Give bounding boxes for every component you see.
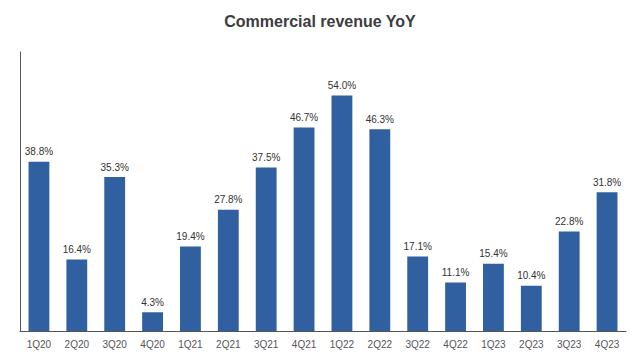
svg-text:1Q21: 1Q21 — [178, 339, 203, 350]
svg-text:17.1%: 17.1% — [404, 241, 432, 252]
svg-text:2Q20: 2Q20 — [65, 339, 90, 350]
svg-text:4.3%: 4.3% — [141, 297, 164, 308]
svg-text:3Q21: 3Q21 — [254, 339, 279, 350]
svg-text:31.8%: 31.8% — [593, 177, 621, 188]
svg-text:3Q20: 3Q20 — [102, 339, 127, 350]
svg-text:27.8%: 27.8% — [214, 194, 242, 205]
svg-text:2Q22: 2Q22 — [368, 339, 393, 350]
svg-text:35.3%: 35.3% — [101, 162, 129, 173]
svg-text:2Q23: 2Q23 — [519, 339, 544, 350]
svg-text:46.7%: 46.7% — [290, 112, 318, 123]
svg-text:11.1%: 11.1% — [442, 267, 470, 278]
svg-text:4Q20: 4Q20 — [140, 339, 165, 350]
svg-text:1Q20: 1Q20 — [27, 339, 52, 350]
svg-text:1Q22: 1Q22 — [330, 339, 355, 350]
svg-text:10.4%: 10.4% — [517, 270, 545, 281]
svg-text:38.8%: 38.8% — [25, 146, 53, 157]
svg-text:Commercial revenue YoY: Commercial revenue YoY — [224, 13, 416, 30]
svg-text:1Q23: 1Q23 — [481, 339, 506, 350]
svg-text:22.8%: 22.8% — [555, 216, 583, 227]
svg-text:4Q21: 4Q21 — [292, 339, 317, 350]
svg-text:4Q23: 4Q23 — [595, 339, 620, 350]
svg-text:19.4%: 19.4% — [176, 231, 204, 242]
svg-text:46.3%: 46.3% — [366, 114, 394, 125]
svg-text:3Q23: 3Q23 — [557, 339, 582, 350]
svg-text:54.0%: 54.0% — [328, 80, 356, 91]
svg-text:3Q22: 3Q22 — [405, 339, 430, 350]
svg-text:37.5%: 37.5% — [252, 152, 280, 163]
svg-text:2Q21: 2Q21 — [216, 339, 241, 350]
svg-text:16.4%: 16.4% — [63, 244, 91, 255]
svg-text:4Q22: 4Q22 — [443, 339, 468, 350]
svg-text:15.4%: 15.4% — [479, 248, 507, 259]
